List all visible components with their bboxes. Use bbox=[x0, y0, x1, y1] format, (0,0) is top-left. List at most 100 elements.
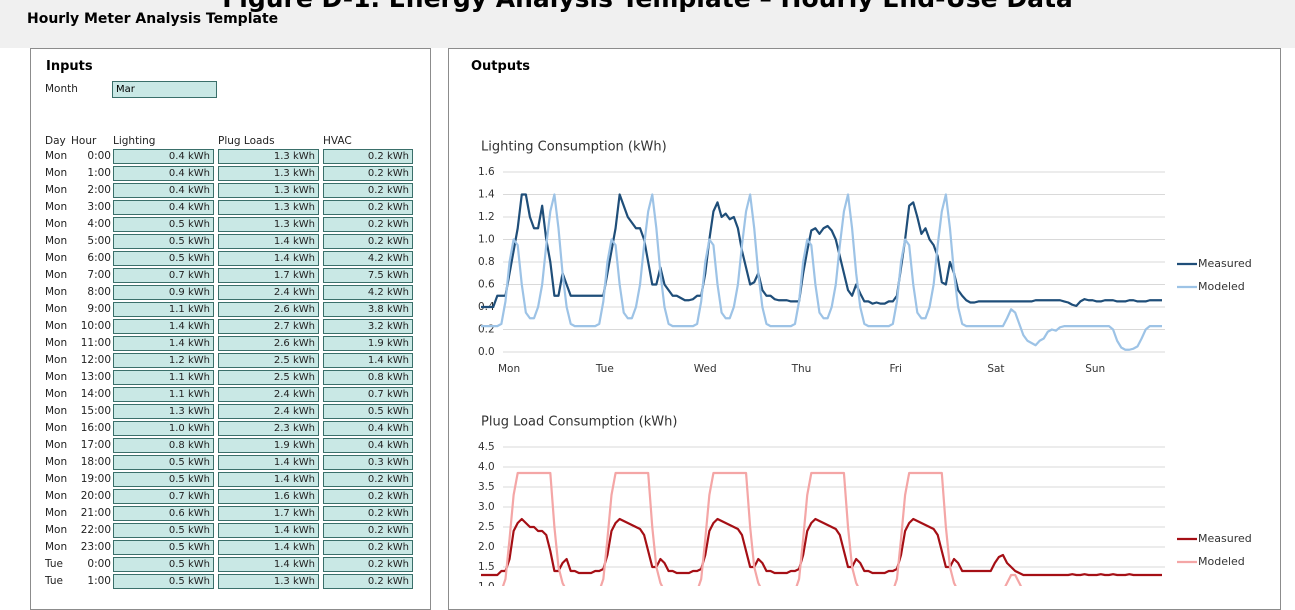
value-cell[interactable]: 1.3 kWh bbox=[218, 149, 319, 164]
value-cell[interactable]: 4.2 kWh bbox=[323, 285, 413, 300]
value-cell[interactable]: 0.5 kWh bbox=[113, 251, 214, 266]
inputs-panel: Inputs Month Mar Day Hour Lighting Plug Loa… bbox=[30, 48, 431, 610]
value-cell[interactable]: 0.2 kWh bbox=[323, 489, 413, 504]
value-cell[interactable]: 1.4 kWh bbox=[218, 251, 319, 266]
value-cell[interactable]: 3.2 kWh bbox=[323, 319, 413, 334]
month-input[interactable]: Mar bbox=[112, 81, 217, 98]
value-cell[interactable]: 1.4 kWh bbox=[218, 234, 319, 249]
day-cell: Mon bbox=[45, 490, 68, 502]
value-cell[interactable]: 0.5 kWh bbox=[113, 557, 214, 572]
value-cell[interactable]: 4.2 kWh bbox=[323, 251, 413, 266]
value-cell[interactable]: 1.4 kWh bbox=[218, 523, 319, 538]
day-cell: Mon bbox=[45, 524, 68, 536]
value-cell[interactable]: 0.2 kWh bbox=[323, 166, 413, 181]
y-tick-label: 1.0 bbox=[478, 581, 495, 586]
value-cell[interactable]: 0.5 kWh bbox=[113, 540, 214, 555]
value-cell[interactable]: 1.9 kWh bbox=[218, 438, 319, 453]
x-tick-label: Thu bbox=[791, 363, 812, 375]
series-line bbox=[481, 193, 1162, 309]
value-cell[interactable]: 1.3 kWh bbox=[218, 166, 319, 181]
value-cell[interactable]: 1.1 kWh bbox=[113, 302, 214, 317]
value-cell[interactable]: 2.6 kWh bbox=[218, 336, 319, 351]
value-cell[interactable]: 0.7 kWh bbox=[323, 387, 413, 402]
value-cell[interactable]: 0.5 kWh bbox=[113, 234, 214, 249]
value-cell[interactable]: 0.4 kWh bbox=[113, 183, 214, 198]
value-cell[interactable]: 1.4 kWh bbox=[113, 336, 214, 351]
value-cell[interactable]: 1.3 kWh bbox=[113, 404, 214, 419]
value-cell[interactable]: 1.1 kWh bbox=[113, 387, 214, 402]
value-cell[interactable]: 1.2 kWh bbox=[113, 353, 214, 368]
value-cell[interactable]: 0.5 kWh bbox=[113, 217, 214, 232]
day-cell: Mon bbox=[45, 303, 68, 315]
value-cell[interactable]: 1.7 kWh bbox=[218, 506, 319, 521]
value-cell[interactable]: 0.4 kWh bbox=[113, 200, 214, 215]
value-cell[interactable]: 0.6 kWh bbox=[113, 506, 214, 521]
value-cell[interactable]: 1.7 kWh bbox=[218, 268, 319, 283]
hour-cell: 0:00 bbox=[87, 150, 111, 162]
day-cell: Mon bbox=[45, 456, 68, 468]
value-cell[interactable]: 2.4 kWh bbox=[218, 404, 319, 419]
day-cell: Mon bbox=[45, 184, 68, 196]
value-cell[interactable]: 7.5 kWh bbox=[323, 268, 413, 283]
value-cell[interactable]: 0.4 kWh bbox=[113, 149, 214, 164]
value-cell[interactable]: 0.8 kWh bbox=[323, 370, 413, 385]
y-tick-label: 0.8 bbox=[478, 256, 495, 268]
day-cell: Mon bbox=[45, 371, 68, 383]
value-cell[interactable]: 2.5 kWh bbox=[218, 353, 319, 368]
value-cell[interactable]: 0.4 kWh bbox=[323, 421, 413, 436]
value-cell[interactable]: 1.4 kWh bbox=[113, 319, 214, 334]
value-cell[interactable]: 0.2 kWh bbox=[323, 506, 413, 521]
hour-cell: 7:00 bbox=[87, 269, 111, 281]
value-cell[interactable]: 0.5 kWh bbox=[113, 523, 214, 538]
value-cell[interactable]: 1.9 kWh bbox=[323, 336, 413, 351]
value-cell[interactable]: 0.2 kWh bbox=[323, 234, 413, 249]
value-cell[interactable]: 2.4 kWh bbox=[218, 387, 319, 402]
month-label: Month bbox=[45, 83, 78, 95]
value-cell[interactable]: 0.5 kWh bbox=[113, 455, 214, 470]
value-cell[interactable]: 0.3 kWh bbox=[323, 455, 413, 470]
value-cell[interactable]: 1.3 kWh bbox=[218, 200, 319, 215]
value-cell[interactable]: 0.2 kWh bbox=[323, 523, 413, 538]
value-cell[interactable]: 0.2 kWh bbox=[323, 557, 413, 572]
value-cell[interactable]: 1.1 kWh bbox=[113, 370, 214, 385]
value-cell[interactable]: 1.0 kWh bbox=[113, 421, 214, 436]
value-cell[interactable]: 1.4 kWh bbox=[218, 540, 319, 555]
value-cell[interactable]: 2.7 kWh bbox=[218, 319, 319, 334]
legend-label: Modeled bbox=[1198, 280, 1245, 293]
value-cell[interactable]: 0.2 kWh bbox=[323, 217, 413, 232]
value-cell[interactable]: 0.7 kWh bbox=[113, 268, 214, 283]
value-cell[interactable]: 0.2 kWh bbox=[323, 183, 413, 198]
value-cell[interactable]: 0.7 kWh bbox=[113, 489, 214, 504]
hour-cell: 18:00 bbox=[80, 456, 111, 468]
value-cell[interactable]: 0.2 kWh bbox=[323, 149, 413, 164]
value-cell[interactable]: 2.6 kWh bbox=[218, 302, 319, 317]
charts: Lighting Consumption (kWh)0.00.20.40.60.… bbox=[478, 140, 1252, 586]
value-cell[interactable]: 0.5 kWh bbox=[113, 472, 214, 487]
value-cell[interactable]: 0.4 kWh bbox=[323, 438, 413, 453]
value-cell[interactable]: 0.2 kWh bbox=[323, 200, 413, 215]
value-cell[interactable]: 3.8 kWh bbox=[323, 302, 413, 317]
page-title: Figure D-1. Energy Analysis Template – H… bbox=[0, 0, 1295, 13]
value-cell[interactable]: 1.4 kWh bbox=[218, 472, 319, 487]
x-tick-label: Sat bbox=[987, 363, 1004, 375]
value-cell[interactable]: 2.3 kWh bbox=[218, 421, 319, 436]
value-cell[interactable]: 2.5 kWh bbox=[218, 370, 319, 385]
value-cell[interactable]: 2.4 kWh bbox=[218, 285, 319, 300]
value-cell[interactable]: 1.4 kWh bbox=[323, 353, 413, 368]
value-cell[interactable]: 1.6 kWh bbox=[218, 489, 319, 504]
x-tick-label: Fri bbox=[889, 363, 902, 375]
value-cell[interactable]: 1.4 kWh bbox=[218, 455, 319, 470]
value-cell[interactable]: 1.3 kWh bbox=[218, 183, 319, 198]
value-cell[interactable]: 0.4 kWh bbox=[113, 166, 214, 181]
value-cell[interactable]: 0.2 kWh bbox=[323, 540, 413, 555]
day-cell: Mon bbox=[45, 320, 68, 332]
y-tick-label: 1.0 bbox=[478, 234, 495, 246]
value-cell[interactable]: 0.8 kWh bbox=[113, 438, 214, 453]
chart-title: Plug Load Consumption (kWh) bbox=[481, 415, 677, 430]
y-tick-label: 1.6 bbox=[478, 166, 495, 178]
value-cell[interactable]: 1.3 kWh bbox=[218, 217, 319, 232]
value-cell[interactable]: 0.2 kWh bbox=[323, 472, 413, 487]
value-cell[interactable]: 1.4 kWh bbox=[218, 557, 319, 572]
value-cell[interactable]: 0.5 kWh bbox=[323, 404, 413, 419]
value-cell[interactable]: 0.9 kWh bbox=[113, 285, 214, 300]
